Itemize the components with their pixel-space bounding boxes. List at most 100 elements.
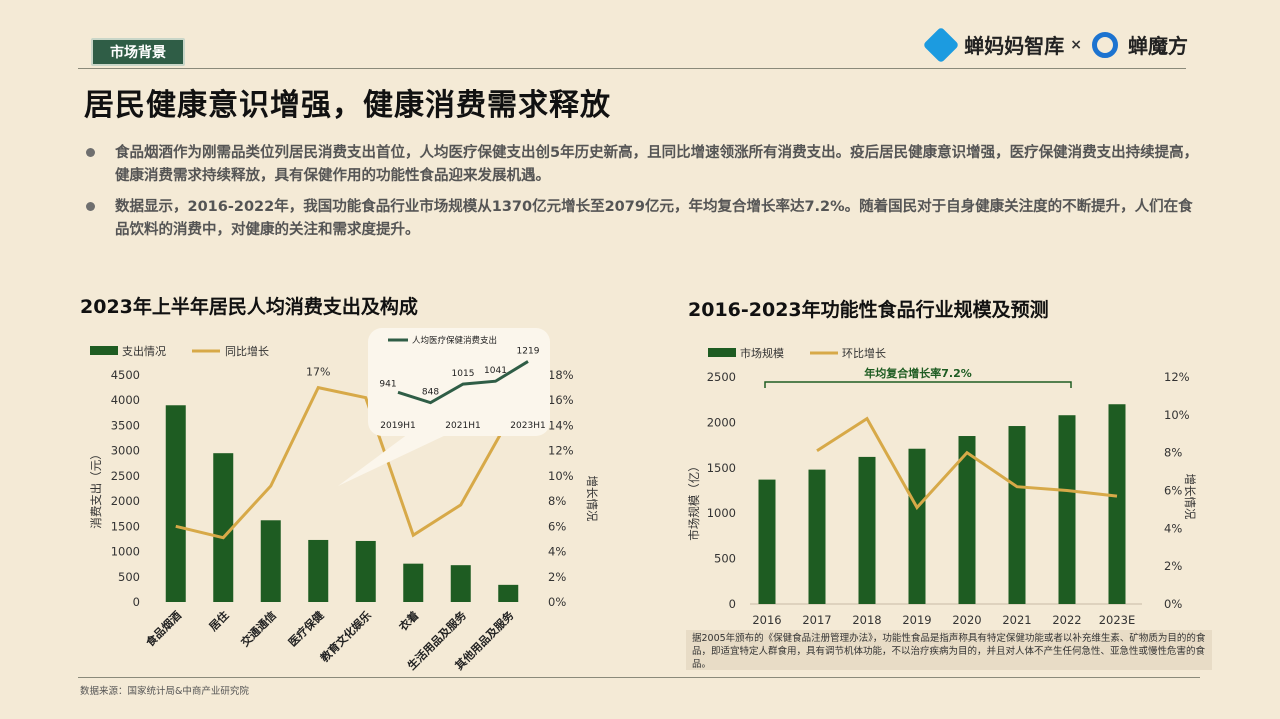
- x-tick-label: 2019: [902, 613, 931, 627]
- bar: [498, 584, 519, 602]
- y2-tick-label: 2%: [548, 570, 566, 584]
- inset-value-label: 1015: [452, 369, 475, 379]
- y-tick-label: 2500: [707, 370, 736, 384]
- y-tick-label: 500: [714, 552, 736, 566]
- top-divider: [78, 68, 1186, 69]
- bullet-item: 数据显示，2016-2022年，我国功能食品行业市场规模从1370亿元增长至20…: [86, 196, 1206, 242]
- inset-line: [397, 360, 529, 405]
- inset-x-tick: 2019H1: [380, 421, 415, 431]
- bar: [908, 448, 926, 604]
- inset-value-label: 1041: [484, 366, 507, 376]
- data-source: 数据来源：国家统计局&中商产业研究院: [80, 686, 249, 697]
- x-tick-label: 2022: [1052, 613, 1081, 627]
- x-tick-label: 食品烟酒: [143, 608, 184, 649]
- x-tick-label: 2020: [952, 613, 981, 627]
- y-axis-label: 市场规模（亿）: [687, 460, 701, 541]
- y-tick-label: 2000: [111, 494, 140, 508]
- section-tag: 市场背景: [91, 38, 185, 66]
- legend-bar-label: 支出情况: [122, 344, 166, 358]
- x-tick-label: 2023E: [1099, 613, 1136, 627]
- bullet-dot-icon: [86, 148, 95, 157]
- bar: [808, 469, 826, 604]
- y2-tick-label: 4%: [548, 545, 566, 559]
- y2-tick-label: 0%: [1164, 597, 1182, 611]
- bullet-text: 数据显示，2016-2022年，我国功能食品行业市场规模从1370亿元增长至20…: [115, 199, 1193, 238]
- inset-panel: [368, 328, 550, 436]
- y2-tick-label: 10%: [548, 469, 574, 483]
- brand-name-2: 蝉魔方: [1128, 34, 1188, 58]
- x-tick-label: 教育文化娱乐: [317, 608, 374, 665]
- legend-bar-label: 市场规模: [740, 346, 784, 360]
- inset-value-label: 941: [379, 379, 396, 389]
- y2-tick-label: 14%: [548, 418, 574, 432]
- chanmama-logo-icon: [922, 26, 960, 63]
- y2-tick-label: 0%: [548, 595, 566, 609]
- bar: [1058, 415, 1076, 604]
- inset-pointer: [338, 434, 448, 486]
- cagr-bracket: [764, 381, 1072, 388]
- bar: [165, 405, 186, 602]
- bullet-dot-icon: [86, 202, 95, 211]
- y2-axis-label: 增长情况: [585, 476, 599, 522]
- bar: [403, 563, 424, 602]
- chart1-svg: 支出情况 同比增长 4500 4000 3500 3000 2500 2000 1500 1000…: [89, 328, 599, 673]
- x-tick-label: 2021: [1002, 613, 1031, 627]
- data-label: 17%: [306, 366, 330, 379]
- bullet-item: 食品烟酒作为刚需品类位列居民消费支出首位，人均医疗保健支出创5年历史新高，且同比…: [86, 142, 1206, 188]
- inset-legend-label: 人均医疗保健消费支出: [412, 335, 497, 346]
- legend-bar-swatch: [90, 346, 118, 355]
- bar: [858, 456, 876, 604]
- bullet-text: 食品烟酒作为刚需品类位列居民消费支出首位，人均医疗保健支出创5年历史新高，且同比…: [115, 145, 1199, 184]
- bottom-divider: [78, 677, 1200, 678]
- y-tick-label: 2000: [707, 415, 736, 429]
- bar: [355, 540, 376, 602]
- y2-tick-label: 10%: [1164, 408, 1190, 422]
- y2-tick-label: 8%: [1164, 446, 1182, 460]
- chart1-title: 2023年上半年居民人均消费支出及构成: [80, 296, 418, 318]
- y-tick-label: 2500: [111, 469, 140, 483]
- inset-x-tick: 2021H1: [445, 421, 480, 431]
- y2-tick-label: 4%: [1164, 521, 1182, 535]
- y-tick-label: 1500: [707, 461, 736, 475]
- y-tick-label: 1000: [707, 506, 736, 520]
- bar: [450, 565, 471, 602]
- brand-logos: 蝉妈妈智库 × 蝉魔方: [922, 26, 1188, 63]
- y2-tick-label: 8%: [548, 494, 566, 508]
- bar: [213, 453, 234, 602]
- y-tick-label: 4500: [111, 368, 140, 382]
- x-tick-label: 交通通信: [238, 608, 279, 649]
- page-title: 居民健康意识增强，健康消费需求释放: [84, 88, 611, 123]
- chanmofang-logo-icon: [1092, 31, 1118, 58]
- cagr-annotation: 年均复合增长率7.2%: [864, 366, 972, 380]
- y-tick-label: 1000: [111, 545, 140, 559]
- brand-separator: ×: [1070, 36, 1082, 53]
- bullet-list: 食品烟酒作为刚需品类位列居民消费支出首位，人均医疗保健支出创5年历史新高，且同比…: [86, 142, 1206, 250]
- y-tick-label: 1500: [111, 519, 140, 533]
- x-tick-label: 医疗保健: [285, 608, 327, 650]
- y2-tick-label: 16%: [548, 393, 574, 407]
- x-tick-label: 2017: [802, 613, 831, 627]
- x-tick-label: 衣着: [396, 608, 421, 633]
- chart2-svg: 市场规模 环比增长 2500 2000 1500 1000 500 0 12% 10% 8% 6% 4%…: [687, 346, 1197, 627]
- legend-line-label: 同比增长: [225, 344, 269, 358]
- y2-tick-label: 18%: [548, 368, 574, 382]
- y-tick-label: 500: [118, 570, 140, 584]
- bar: [958, 436, 976, 604]
- y-tick-label: 3000: [111, 444, 140, 458]
- y2-tick-label: 2%: [1164, 559, 1182, 573]
- bar: [1008, 426, 1026, 604]
- y2-tick-label: 12%: [548, 444, 574, 458]
- legend-line-label: 环比增长: [842, 346, 886, 360]
- y-tick-label: 3500: [111, 418, 140, 432]
- chart2-title: 2016-2023年功能性食品行业规模及预测: [688, 299, 1049, 321]
- bar: [308, 539, 329, 602]
- y-axis-label: 消费支出（元）: [89, 448, 103, 529]
- bar: [1108, 404, 1126, 604]
- y2-tick-label: 12%: [1164, 370, 1190, 384]
- legend-bar-swatch: [708, 348, 736, 357]
- definition-note: 据2005年颁布的《保健食品注册管理办法》，功能性食品是指声称具有特定保健功能或…: [686, 630, 1212, 670]
- y-tick-label: 0: [133, 595, 140, 609]
- y-tick-label: 4000: [111, 393, 140, 407]
- y2-tick-label: 6%: [548, 519, 566, 533]
- series-line: [816, 416, 1118, 511]
